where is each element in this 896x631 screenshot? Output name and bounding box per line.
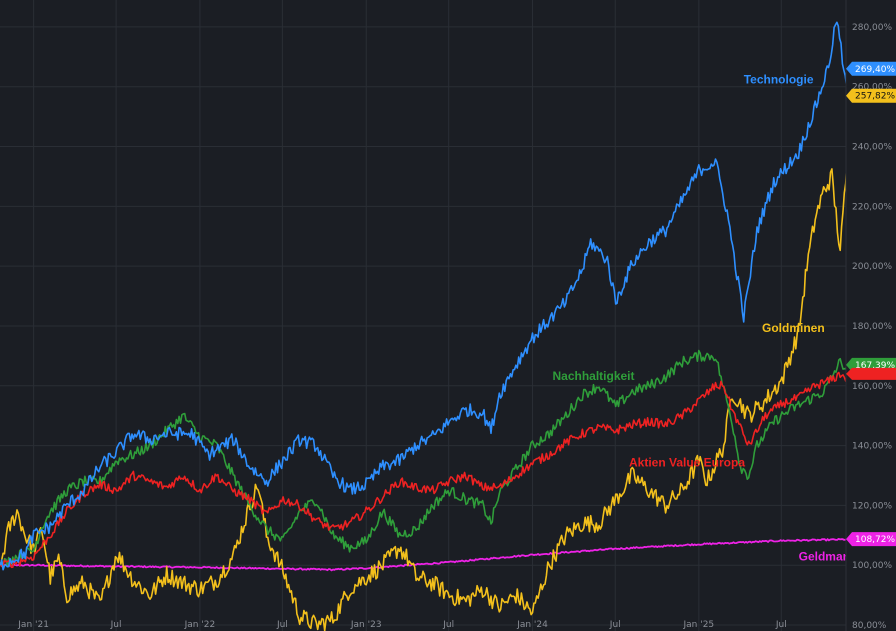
value-badge: 108,72%: [846, 532, 896, 547]
value-badge-marker: [846, 367, 896, 380]
grid: [0, 0, 846, 631]
value-badge: 257,82%: [846, 88, 896, 103]
x-tick-label: Jul: [110, 620, 122, 630]
x-tick-label: Jan '24: [516, 620, 548, 630]
series-label: Goldminen: [762, 321, 825, 335]
value-badge-bg: [846, 532, 896, 547]
series-label: Aktien Value Europa: [629, 456, 745, 470]
x-tick-label: Jan '22: [184, 620, 216, 630]
y-tick-label: 280,00%: [852, 23, 892, 33]
y-axis: 80,00% 100,00% 120,00% 140,00% 160,00% 180,00…: [852, 23, 892, 631]
x-tick-label: Jan '21: [17, 620, 49, 630]
y-tick-label: 100,00%: [852, 561, 892, 571]
series-label: Nachhaltigkeit: [552, 369, 634, 383]
x-tick-label: Jan '25: [682, 620, 714, 630]
x-axis: Jan '21 Jul Jan '22 Jul Jan '23 Jul Jan '24 Jul…: [17, 620, 786, 630]
y-tick-label: 220,00%: [852, 202, 892, 212]
right-axis-panel: [846, 0, 896, 631]
x-tick-label: Jul: [442, 620, 454, 630]
x-tick-label: Jul: [276, 620, 288, 630]
series-label: Technologie: [744, 73, 814, 87]
y-tick-label: 260,00%: [852, 83, 892, 93]
x-tick-label: Jul: [775, 620, 787, 630]
value-badge-bg: [846, 61, 896, 76]
value-badge-text: 269,40%: [855, 65, 895, 75]
y-tick-label: 160,00%: [852, 382, 892, 392]
y-tick-label: 140,00%: [852, 442, 892, 452]
value-badge-bg: [846, 88, 896, 103]
y-tick-label: 240,00%: [852, 143, 892, 153]
value-badge: 269,40%: [846, 61, 896, 76]
series-line-goldminen: [0, 95, 865, 631]
value-badge-text: 108,72%: [855, 535, 895, 545]
x-tick-label: Jan '23: [350, 620, 382, 630]
series-line-nachhaltigkeit: [0, 349, 865, 568]
series-line-technologie: [0, 21, 864, 571]
y-tick-label: 80,00%: [852, 621, 887, 631]
value-badge-text: 257,82%: [855, 92, 895, 102]
series-labels: Technologie Goldminen Nachhaltigkeit Aktien…: [552, 73, 857, 564]
x-tick-label: Jul: [609, 620, 621, 630]
series-line-aktien-value-europa: [0, 371, 864, 569]
series-label: Geldmarkt: [799, 550, 858, 564]
value-badge-text: 167,39%: [855, 361, 895, 371]
y-tick-label: 200,00%: [852, 262, 892, 272]
series-line-geldmarkt: [0, 537, 864, 572]
y-tick-label: 180,00%: [852, 322, 892, 332]
y-tick-label: 120,00%: [852, 501, 892, 511]
series-lines: [0, 21, 865, 631]
value-badges: 269,40% 257,82% 167,39% 108,72%: [846, 61, 896, 547]
